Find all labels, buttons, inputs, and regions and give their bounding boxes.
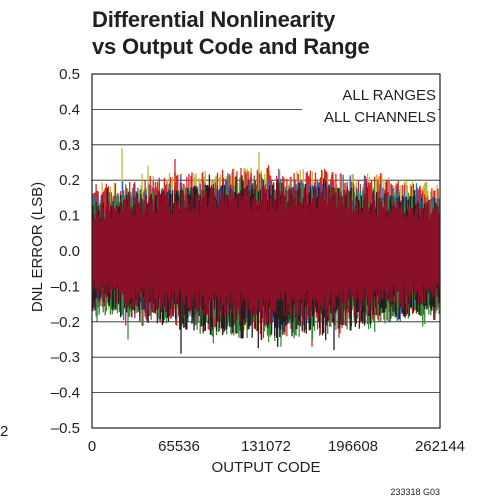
series-6-trace xyxy=(92,179,440,329)
x-tick-label: 196608 xyxy=(328,438,378,455)
y-tick-label: 0.4 xyxy=(59,101,80,118)
x-axis-label: OUTPUT CODE xyxy=(212,459,321,476)
annotation-background xyxy=(302,86,438,128)
plot-frame xyxy=(91,73,441,429)
plot-border xyxy=(91,73,441,429)
y-tick-label: –0.2 xyxy=(51,314,80,331)
x-tick-label: 131072 xyxy=(241,438,291,455)
y-tick-label: –0.1 xyxy=(51,278,80,295)
chart-title-line2: vs Output Code and Range xyxy=(92,34,370,59)
y-tick-label: 0.0 xyxy=(59,243,80,260)
y-axis-label: DNL ERROR (LSB) xyxy=(29,182,46,312)
y-tick-label: 0.1 xyxy=(59,208,80,225)
y-tick-label: –0.5 xyxy=(51,420,80,437)
label-layer: DNL ERROR (LSB) OUTPUT CODE ALL RANGES A… xyxy=(0,66,465,497)
y-tick-label: 0.2 xyxy=(59,172,80,189)
y-tick-label: 0.3 xyxy=(59,137,80,154)
chart-title: Differential Nonlinearity vs Output Code… xyxy=(92,6,472,60)
figure-code: 233318 G03 xyxy=(390,487,440,497)
x-tick-label: 262144 xyxy=(415,438,465,455)
x-tick-label: 0 xyxy=(88,438,96,455)
annotation-all-channels: ALL CHANNELS xyxy=(324,109,436,126)
x-tick-label: 65536 xyxy=(158,438,200,455)
annotation-all-ranges: ALL RANGES xyxy=(342,87,436,104)
y-tick-label: –0.4 xyxy=(51,385,80,402)
y-tick-label: –0.3 xyxy=(51,349,80,366)
chart-title-line1: Differential Nonlinearity xyxy=(92,7,336,32)
data-layer xyxy=(92,148,440,354)
y-tick-label: 0.5 xyxy=(59,66,80,83)
stray-label: 2 xyxy=(0,423,8,440)
